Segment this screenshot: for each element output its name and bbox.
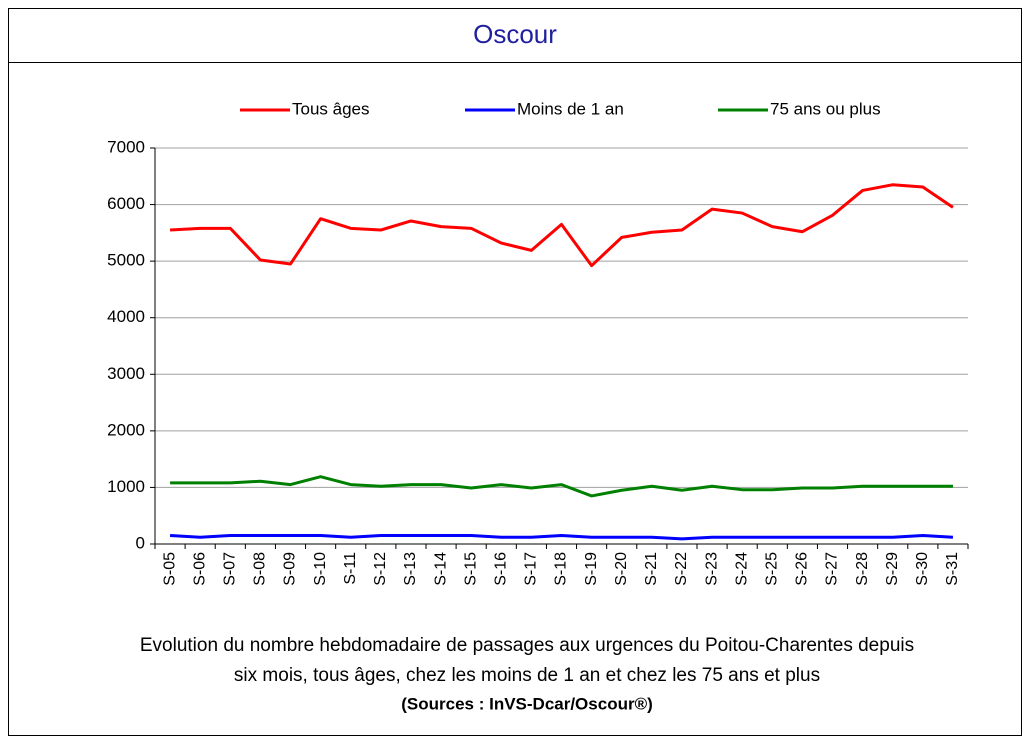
x-tick-label: S-13	[402, 552, 419, 586]
x-tick-label: S-31	[944, 552, 961, 586]
page-title: Oscour	[473, 19, 557, 49]
y-tick-label: 3000	[107, 364, 145, 383]
legend-label: Moins de 1 an	[517, 99, 624, 118]
x-tick-label: S-16	[492, 552, 509, 586]
x-tick-label: S-10	[312, 552, 329, 586]
x-tick-label: S-27	[824, 552, 841, 586]
source: (Sources : InVS-Dcar/Oscour®)	[401, 694, 653, 713]
x-tick-label: S-14	[432, 552, 449, 586]
x-tick-label: S-20	[613, 552, 630, 586]
caption: six mois, tous âges, chez les moins de 1…	[234, 665, 820, 686]
series-line	[169, 534, 954, 541]
caption: Evolution du nombre hebdomadaire de pass…	[140, 635, 914, 656]
x-tick-label: S-25	[763, 552, 780, 586]
x-tick-label: S-18	[553, 552, 570, 586]
x-tick-label: S-08	[252, 552, 269, 586]
x-tick-label: S-19	[583, 552, 600, 586]
x-tick-label: S-24	[733, 552, 750, 586]
x-tick-label: S-07	[221, 552, 238, 586]
y-tick-label: 6000	[107, 194, 145, 213]
x-tick-label: S-06	[191, 552, 208, 586]
x-tick-label: S-09	[282, 552, 299, 586]
series-line	[169, 183, 954, 268]
y-tick-label: 4000	[107, 307, 145, 326]
x-tick-label: S-17	[523, 552, 540, 586]
x-tick-label: S-29	[884, 552, 901, 586]
y-tick-label: 1000	[107, 477, 145, 496]
y-tick-label: 2000	[107, 420, 145, 439]
x-tick-label: S-30	[914, 552, 931, 586]
x-tick-label: S-28	[854, 552, 871, 586]
frame	[8, 8, 1022, 736]
x-tick-label: S-11	[342, 552, 359, 585]
x-tick-label: S-26	[794, 552, 811, 586]
y-tick-label: 7000	[107, 137, 145, 156]
series-line	[170, 475, 953, 498]
x-tick-label: S-15	[462, 552, 479, 586]
legend-label: Tous âges	[292, 99, 370, 118]
x-tick-label: S-21	[643, 552, 660, 586]
x-tick-label: S-22	[673, 552, 690, 586]
x-tick-label: S-23	[703, 552, 720, 586]
y-tick-label: 5000	[107, 251, 145, 270]
x-tick-label: S-12	[372, 552, 389, 586]
x-tick-label: S-05	[161, 552, 178, 586]
legend-label: 75 ans ou plus	[770, 99, 881, 118]
y-tick-label: 0	[136, 533, 145, 552]
